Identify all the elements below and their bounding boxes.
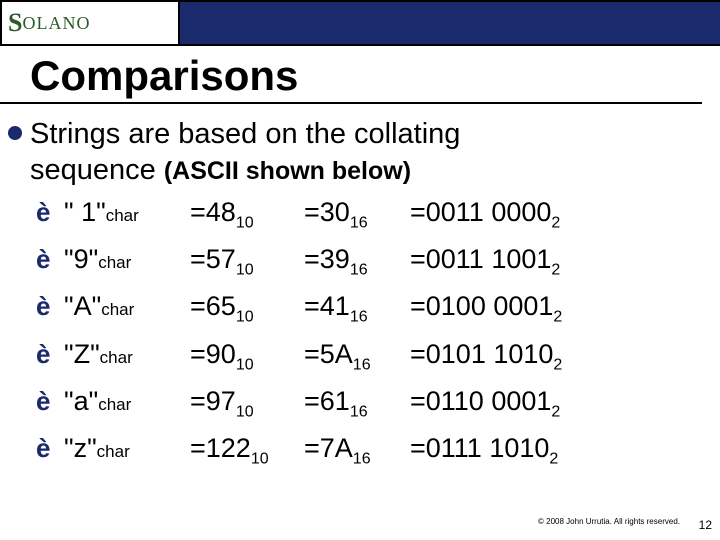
table-row: è"Z"char=9010=5A16=0101 10102 bbox=[36, 339, 720, 374]
char-cell: "z"char bbox=[64, 433, 190, 464]
arrow-icon: è bbox=[36, 386, 62, 417]
hex-cell: =7A16 bbox=[304, 433, 410, 468]
intro-line2b: (ASCII shown below) bbox=[164, 157, 411, 185]
arrow-icon: è bbox=[36, 291, 62, 322]
binary-cell: =0100 00012 bbox=[410, 291, 562, 326]
arrow-icon: è bbox=[36, 433, 62, 464]
page-number: 12 bbox=[699, 518, 712, 532]
char-cell: "A"char bbox=[64, 291, 190, 322]
char-cell: "Z"char bbox=[64, 339, 190, 370]
intro-text: Strings are based on the collating seque… bbox=[0, 104, 720, 193]
decimal-cell: =12210 bbox=[190, 433, 304, 468]
binary-cell: =0011 10012 bbox=[410, 244, 560, 279]
arrow-icon: è bbox=[36, 197, 62, 228]
binary-cell: =0110 00012 bbox=[410, 386, 560, 421]
decimal-cell: =9010 bbox=[190, 339, 304, 374]
table-row: è"9"char=5710=3916=0011 10012 bbox=[36, 244, 720, 279]
decimal-cell: =9710 bbox=[190, 386, 304, 421]
decimal-cell: =4810 bbox=[190, 197, 304, 232]
char-cell: " 1"char bbox=[64, 197, 190, 228]
slide-header: S OLANO bbox=[0, 0, 720, 46]
hex-cell: =6116 bbox=[304, 386, 410, 421]
binary-cell: =0101 10102 bbox=[410, 339, 562, 374]
table-row: è"z"char=12210=7A16=0111 10102 bbox=[36, 433, 720, 468]
arrow-icon: è bbox=[36, 339, 62, 370]
binary-cell: =0011 00002 bbox=[410, 197, 560, 232]
hex-cell: =5A16 bbox=[304, 339, 410, 374]
slide-title: Comparisons bbox=[0, 46, 702, 104]
table-row: è"A"char=6510=4116=0100 00012 bbox=[36, 291, 720, 326]
copyright: © 2008 John Urrutia. All rights reserved… bbox=[538, 517, 680, 526]
char-cell: "9"char bbox=[64, 244, 190, 275]
hex-cell: =3016 bbox=[304, 197, 410, 232]
binary-cell: =0111 10102 bbox=[410, 433, 558, 468]
intro-line2a: sequence bbox=[30, 154, 164, 186]
hex-cell: =3916 bbox=[304, 244, 410, 279]
arrow-icon: è bbox=[36, 244, 62, 275]
logo: S OLANO bbox=[0, 0, 180, 46]
char-cell: "a"char bbox=[64, 386, 190, 417]
hex-cell: =4116 bbox=[304, 291, 410, 326]
ascii-table: è" 1"char=4810=3016=0011 00002è"9"char=5… bbox=[0, 193, 720, 469]
bullet-icon bbox=[8, 126, 22, 140]
logo-initial: S bbox=[8, 8, 22, 38]
header-bar bbox=[180, 0, 720, 46]
decimal-cell: =5710 bbox=[190, 244, 304, 279]
table-row: è" 1"char=4810=3016=0011 00002 bbox=[36, 197, 720, 232]
table-row: è"a"char=9710=6116=0110 00012 bbox=[36, 386, 720, 421]
logo-text: OLANO bbox=[22, 13, 90, 34]
intro-line1: Strings are based on the collating bbox=[30, 118, 460, 150]
decimal-cell: =6510 bbox=[190, 291, 304, 326]
